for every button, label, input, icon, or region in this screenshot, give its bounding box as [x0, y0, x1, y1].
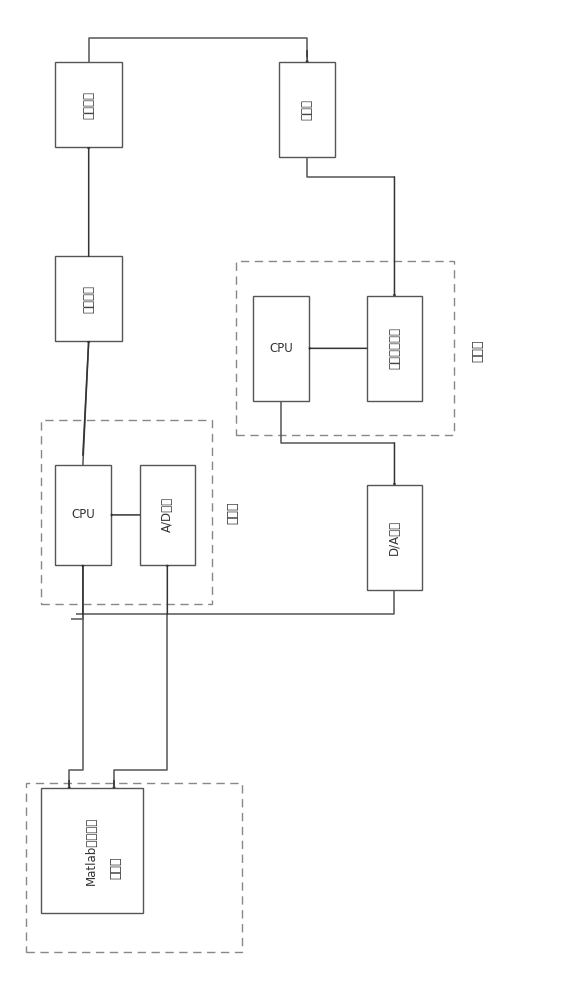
Bar — [41, 788, 142, 913]
Bar — [367, 296, 422, 401]
Text: 驱动模块: 驱动模块 — [82, 285, 95, 313]
Bar — [26, 783, 242, 952]
Bar — [55, 256, 122, 341]
Text: 下位机: 下位机 — [226, 502, 239, 524]
Bar — [279, 62, 335, 157]
Text: CPU: CPU — [269, 342, 293, 355]
Text: Matlab开发环境: Matlab开发环境 — [85, 816, 98, 885]
Bar — [55, 62, 122, 147]
Text: 编码器: 编码器 — [300, 99, 313, 120]
Text: 直流电机: 直流电机 — [82, 91, 95, 119]
Text: A/D模块: A/D模块 — [161, 497, 174, 532]
Text: 上位机: 上位机 — [110, 857, 123, 879]
Bar — [236, 261, 454, 435]
Text: 转速计算模块: 转速计算模块 — [388, 327, 401, 369]
Text: 单片机: 单片机 — [471, 340, 484, 362]
Text: D/A模块: D/A模块 — [388, 520, 401, 555]
Bar — [367, 485, 422, 589]
Bar — [253, 296, 309, 401]
Text: CPU: CPU — [71, 508, 95, 521]
Bar — [41, 420, 212, 604]
Bar — [140, 465, 195, 565]
Bar — [55, 465, 111, 565]
